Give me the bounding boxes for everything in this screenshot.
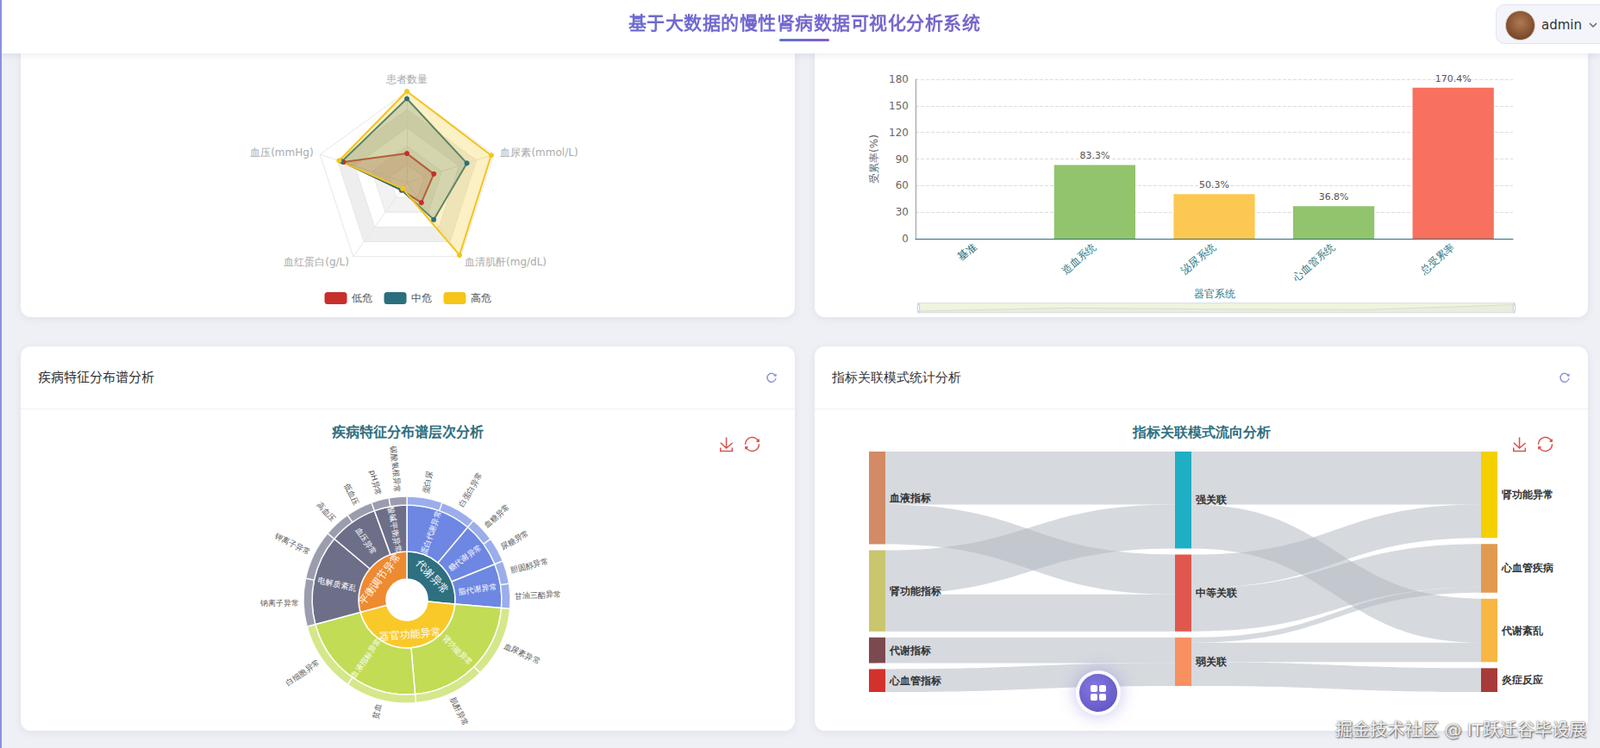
svg-text:pH异常: pH异常 xyxy=(368,469,384,498)
svg-text:肾功能异常: 肾功能异常 xyxy=(440,633,475,668)
svg-text:50.3%: 50.3% xyxy=(1199,179,1230,191)
svg-text:糖代谢异常: 糖代谢异常 xyxy=(446,543,483,574)
svg-text:心血管指标: 心血管指标 xyxy=(888,675,942,688)
svg-text:指标关联模式流向分析: 指标关联模式流向分析 xyxy=(1131,424,1271,441)
svg-text:36.8%: 36.8% xyxy=(1318,191,1350,203)
svg-text:蛋白尿: 蛋白尿 xyxy=(421,469,435,494)
svg-text:心血管系统: 心血管系统 xyxy=(1289,241,1338,285)
svg-text:0: 0 xyxy=(901,232,909,245)
svg-text:中等关联: 中等关联 xyxy=(1195,587,1238,600)
svg-text:甘油三酯异常: 甘油三酯异常 xyxy=(514,590,562,601)
svg-text:患者数量: 患者数量 xyxy=(385,73,428,86)
svg-text:器官系统: 器官系统 xyxy=(1193,287,1236,300)
svg-text:脂代谢异常: 脂代谢异常 xyxy=(457,581,498,597)
svg-text:白细胞异常: 白细胞异常 xyxy=(284,658,322,688)
svg-text:总受累率: 总受累率 xyxy=(1417,241,1458,278)
svg-text:电解质紊乱: 电解质紊乱 xyxy=(317,575,357,593)
svg-text:120: 120 xyxy=(888,126,909,139)
html-text:指标关联模式统计分析: 指标关联模式统计分析 xyxy=(831,369,962,386)
svg-text:血液指标: 血液指标 xyxy=(888,492,932,505)
svg-text:血压(mmHg): 血压(mmHg) xyxy=(250,146,313,159)
svg-text:心血管疾病: 心血管疾病 xyxy=(1500,562,1554,575)
svg-text:中危: 中危 xyxy=(411,292,432,305)
svg-text:180: 180 xyxy=(888,73,909,86)
svg-text:疾病特征分布谱层次分析: 疾病特征分布谱层次分析 xyxy=(331,424,484,441)
svg-text:肾功能异常: 肾功能异常 xyxy=(1501,488,1554,501)
svg-text:蛋白代谢异常: 蛋白代谢异常 xyxy=(418,509,444,557)
svg-text:30: 30 xyxy=(895,206,909,219)
svg-text:150: 150 xyxy=(888,100,909,113)
html-text:疾病特征分布谱分析: 疾病特征分布谱分析 xyxy=(37,369,155,386)
svg-text:钠离子异常: 钠离子异常 xyxy=(259,598,300,608)
svg-text:强关联: 强关联 xyxy=(1195,493,1228,507)
svg-text:泌尿系统: 泌尿系统 xyxy=(1178,241,1219,278)
svg-text:炎症反应: 炎症反应 xyxy=(1501,674,1544,687)
svg-text:碳酸氢根异常: 碳酸氢根异常 xyxy=(388,444,402,494)
svg-text:血压异常: 血压异常 xyxy=(353,525,379,557)
svg-text:血糖异常: 血糖异常 xyxy=(482,502,512,531)
svg-text:弱关联: 弱关联 xyxy=(1194,656,1228,669)
svg-text:高血压: 高血压 xyxy=(315,500,338,525)
svg-text:血尿素(mmol/L): 血尿素(mmol/L) xyxy=(500,146,578,159)
html-text:admin: admin xyxy=(1541,17,1582,33)
svg-text:基准: 基准 xyxy=(955,241,979,264)
svg-text:低危: 低危 xyxy=(351,292,373,305)
svg-text:白蛋白异常: 白蛋白异常 xyxy=(456,470,484,509)
svg-text:钾离子异常: 钾离子异常 xyxy=(272,531,313,557)
svg-text:血尿素异常: 血尿素异常 xyxy=(502,641,542,666)
svg-text:肌酐异常: 肌酐异常 xyxy=(448,695,469,728)
svg-text:受累率(%): 受累率(%) xyxy=(868,134,881,184)
svg-text:代谢异常: 代谢异常 xyxy=(412,556,450,597)
svg-text:60: 60 xyxy=(895,179,909,192)
svg-text:胆固醇异常: 胆固醇异常 xyxy=(509,556,550,576)
svg-text:高危: 高危 xyxy=(470,292,492,305)
svg-text:代谢紊乱: 代谢紊乱 xyxy=(1500,625,1544,638)
svg-text:代谢指标: 代谢指标 xyxy=(888,644,932,657)
svg-text:170.4%: 170.4% xyxy=(1435,73,1472,85)
svg-text:酸碱平衡异常: 酸碱平衡异常 xyxy=(386,506,403,554)
html-text:掘金技术社区 @ IT跃迁谷毕设展: 掘金技术社区 @ IT跃迁谷毕设展 xyxy=(1335,719,1587,741)
svg-text:贫血: 贫血 xyxy=(370,702,383,720)
svg-text:器官功能异常: 器官功能异常 xyxy=(378,625,442,644)
svg-text:尿糖异常: 尿糖异常 xyxy=(499,529,531,552)
svg-text:低血压: 低血压 xyxy=(342,481,361,507)
svg-text:肾功能指标: 肾功能指标 xyxy=(889,585,942,598)
svg-text:血液指标异常: 血液指标异常 xyxy=(349,637,383,681)
svg-text:90: 90 xyxy=(895,153,909,166)
svg-text:平衡调节异常: 平衡调节异常 xyxy=(356,550,404,608)
svg-text:造血系统: 造血系统 xyxy=(1059,241,1100,278)
svg-text:血红蛋白(g/L): 血红蛋白(g/L) xyxy=(283,256,350,269)
html-text:基于大数据的慢性肾病数据可视化分析系统: 基于大数据的慢性肾病数据可视化分析系统 xyxy=(628,12,981,34)
svg-text:83.3%: 83.3% xyxy=(1079,150,1110,162)
svg-text:血清肌酐(mg/dL): 血清肌酐(mg/dL) xyxy=(464,256,547,269)
